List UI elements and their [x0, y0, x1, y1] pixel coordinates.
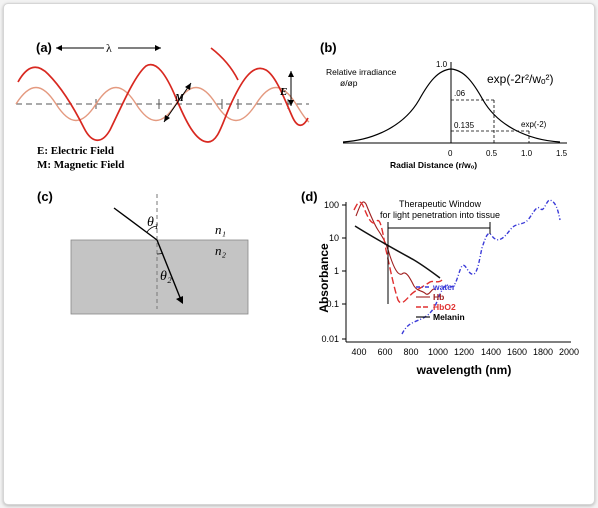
d-y-tick: 10 — [329, 233, 339, 243]
legend-label-hb: Hb — [433, 292, 444, 302]
b-x-ticks: 0 0.5 1.0 1.5 — [448, 149, 568, 158]
therapeutic-window-bracket — [387, 222, 491, 304]
d-y-tick: 100 — [324, 200, 339, 210]
m-label: M — [174, 93, 185, 104]
gaussian-formula: exp(-2r²/wₒ²) — [487, 72, 554, 86]
panel-a-label: (a) — [36, 40, 52, 55]
ray-arrowhead — [176, 296, 183, 304]
medium-slab — [70, 239, 249, 315]
d-x-tick: 1200 — [454, 347, 474, 357]
d-x-tick: 800 — [403, 347, 418, 357]
b-x-tick: 1.0 — [521, 149, 533, 158]
y-title-line1: Relative irradiance — [326, 67, 397, 77]
d-x-tick: 1000 — [428, 347, 448, 357]
d-x-tick: 1600 — [507, 347, 527, 357]
b-x-tick: 1.5 — [556, 149, 568, 158]
hb-curve — [355, 201, 437, 295]
panel-b-label: (b) — [320, 40, 337, 55]
figure-frame: (a) λ M E E: Electr — [3, 3, 595, 505]
legend-label-melanin: Melanin — [433, 312, 465, 322]
d-x-tick: 1400 — [481, 347, 501, 357]
d-y-axis-label: Absorbance — [317, 243, 331, 313]
y-tick-1-0: 1.0 — [436, 60, 448, 69]
d-x-tick: 400 — [351, 347, 366, 357]
panel-a: (a) λ M E E: Electr — [15, 40, 310, 171]
e-label: E — [279, 86, 287, 98]
e-amplitude-arrow — [288, 71, 294, 106]
legend-magnetic: M: Magnetic Field — [37, 159, 124, 171]
incident-ray — [113, 207, 158, 241]
window-title-line2: for light penetration into tissue — [380, 210, 500, 220]
value-06: .06 — [454, 89, 466, 98]
panel-d: (d) 100 10 1 0.1 0.01 400 600 800 1000 1… — [301, 189, 579, 377]
electric-field-wave — [17, 63, 309, 143]
theta1-label: θ₁ — [147, 215, 159, 230]
theta2-label: θ₂ — [160, 269, 172, 284]
d-x-ticks: 400 600 800 1000 1200 1400 1600 1800 200… — [351, 347, 579, 357]
window-title-line1: Therapeutic Window — [399, 199, 482, 209]
legend-label-water: water — [432, 282, 456, 292]
d-x-tick: 1800 — [533, 347, 553, 357]
angle2-arc — [156, 252, 164, 255]
d-y-tick: 0.01 — [321, 334, 339, 344]
value-0135: 0.135 — [454, 121, 475, 130]
m-amplitude-arrow — [163, 82, 192, 123]
d-legend: water Hb HbO2 Melanin — [416, 282, 465, 322]
angle1-arc — [146, 225, 158, 233]
d-y-tick: 0.1 — [326, 299, 339, 309]
exp-minus-2-label: exp(-2) — [521, 120, 547, 129]
panel-c-label: (c) — [37, 189, 53, 204]
water-curve — [401, 199, 561, 335]
n1-label: n₁ — [215, 222, 226, 237]
n2-label: n₂ — [215, 243, 227, 258]
panel-c: (c) θ₁ θ₂ n₁ n₂ — [37, 189, 249, 315]
d-x-tick: 2000 — [559, 347, 579, 357]
hbo2-curve — [353, 201, 443, 304]
wavelength-arrow — [56, 45, 161, 51]
refracted-ray — [156, 239, 182, 301]
panel-d-label: (d) — [301, 189, 318, 204]
b-x-axis-label: Radial Distance (r/wₒ) — [390, 160, 477, 170]
legend-electric: E: Electric Field — [37, 145, 114, 157]
legend-label-hbo2: HbO2 — [433, 302, 456, 312]
gaussian-curve — [342, 68, 561, 143]
d-x-tick: 600 — [377, 347, 392, 357]
panel-b: (b) Relative irradiance ø/øp 1.0 .06 0.1… — [320, 40, 568, 170]
d-y-tick: 1 — [334, 266, 339, 276]
b-x-tick: 0.5 — [486, 149, 498, 158]
d-x-axis-label: wavelength (nm) — [416, 363, 512, 377]
melanin-curve — [354, 225, 441, 279]
lambda-symbol: λ — [106, 41, 112, 55]
electric-field-wave-entry — [210, 47, 239, 81]
b-x-tick: 0 — [448, 149, 453, 158]
figure-canvas: (a) λ M E E: Electr — [15, 40, 579, 377]
guide-lines — [451, 99, 530, 143]
y-title-line2: ø/øp — [340, 78, 358, 88]
d-y-ticks: 100 10 1 0.1 0.01 — [321, 200, 346, 344]
magnetic-field-wave — [15, 87, 310, 123]
